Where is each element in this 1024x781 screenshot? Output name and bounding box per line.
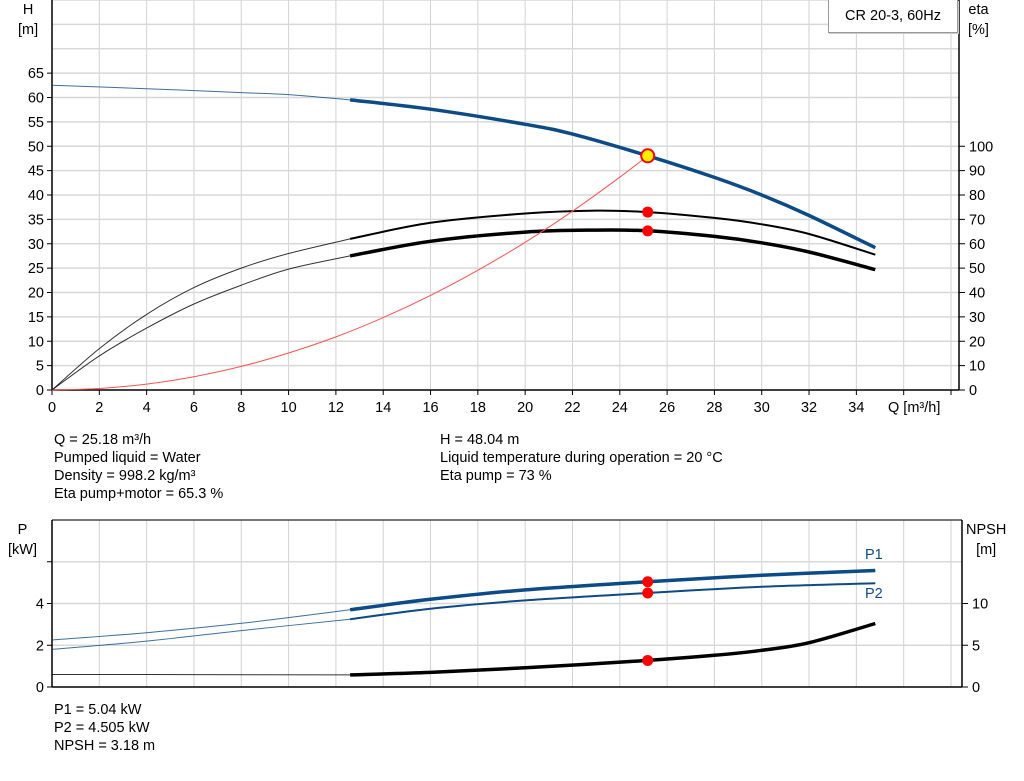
results-left: Q = 25.18 m³/h Pumped liquid = Water Den…: [54, 431, 223, 503]
result-npsh: NPSH = 3.18 m: [54, 738, 156, 754]
p-axis-unit: [kW]: [8, 542, 37, 558]
top-left-tick-label: 40: [28, 188, 44, 204]
x-tick-label: 2: [95, 400, 103, 416]
x-tick-label: 10: [281, 400, 297, 416]
bottom-left-tick-label: 0: [36, 680, 44, 696]
npsh-axis-title: NPSH [m]: [966, 520, 1006, 560]
top-right-tick-label: 30: [969, 310, 985, 326]
top-left-tick-label: 10: [28, 334, 44, 350]
npsh-axis-unit: [m]: [976, 542, 997, 558]
top-right-tick-label: 40: [969, 286, 985, 302]
eta-pump-motor-duty-point: [642, 225, 654, 237]
x-tick-label: 18: [470, 400, 486, 416]
top-left-tick-label: 45: [28, 164, 44, 180]
top-right-tick-label: 90: [969, 164, 985, 180]
x-tick-label: 14: [375, 400, 391, 416]
x-tick-label: 32: [801, 400, 817, 416]
eta-pump-motor-curve-thin: [51, 255, 351, 391]
p1-duty-point: [642, 576, 654, 588]
h-axis-label: H: [22, 2, 34, 18]
x-tick-label: 12: [328, 400, 344, 416]
result-temperature: Liquid temperature during operation = 20…: [440, 450, 723, 466]
bottom-right-tick-label: 0: [972, 680, 980, 696]
top-right-tick-label: 20: [969, 334, 985, 350]
h-axis-title: H [m]: [18, 0, 38, 40]
x-tick-label: 6: [190, 400, 198, 416]
top-right-tick-label: 10: [969, 359, 985, 375]
eta-pump-motor-curve-thick: [349, 228, 876, 272]
P1-curve-thin: [51, 609, 351, 641]
results-right: H = 48.04 m Liquid temperature during op…: [440, 431, 723, 485]
x-tick-label: 8: [237, 400, 245, 416]
top-right-tick-label: 0: [969, 383, 977, 399]
result-eta-pump: Eta pump = 73 %: [440, 468, 552, 484]
result-h: H = 48.04 m: [440, 432, 520, 448]
x-tick-label: 34: [848, 400, 864, 416]
p2-series-label: P2: [865, 586, 883, 602]
q-axis-label: Q [m³/h]: [888, 400, 941, 416]
npsh-axis-label: NPSH: [966, 522, 1007, 538]
result-p1: P1 = 5.04 kW: [54, 702, 142, 718]
top-left-tick-label: 25: [28, 261, 44, 277]
result-eta-pump-motor: Eta pump+motor = 65.3 %: [54, 486, 224, 502]
P1-curve-thick: [349, 568, 876, 612]
x-tick-label: 4: [143, 400, 151, 416]
p1-series-label: P1: [865, 547, 883, 563]
eta-axis-unit: [%]: [968, 22, 989, 38]
result-q: Q = 25.18 m³/h: [54, 432, 152, 448]
P2-curve-thin: [51, 618, 351, 650]
NPSH-curve-thick: [350, 621, 876, 677]
results-bottom: P1 = 5.04 kW P2 = 4.505 kW NPSH = 3.18 m: [54, 701, 155, 755]
top-right-tick-label: 60: [969, 237, 985, 253]
bottom-left-tick-label: 4: [36, 597, 44, 613]
top-left-tick-label: 30: [28, 237, 44, 253]
top-left-tick-label: 20: [28, 286, 44, 302]
x-tick-label: 22: [564, 400, 580, 416]
top-left-tick-label: 0: [36, 383, 44, 399]
top-left-tick-label: 65: [28, 66, 44, 82]
eta-axis-title: eta [%]: [968, 0, 989, 40]
top-right-tick-label: 70: [969, 212, 985, 228]
H-curve-thin: [51, 84, 351, 101]
eta-pump-curve-thin: [51, 238, 351, 391]
result-liquid: Pumped liquid = Water: [54, 450, 201, 466]
result-p2: P2 = 4.505 kW: [54, 720, 150, 736]
duty-point-marker: [640, 148, 656, 164]
x-tick-label: 30: [754, 400, 770, 416]
top-left-tick-label: 5: [36, 359, 44, 375]
x-tick-label: 28: [706, 400, 722, 416]
x-tick-label: 20: [517, 400, 533, 416]
x-tick-label: 26: [659, 400, 675, 416]
top-left-tick-label: 60: [28, 91, 44, 107]
p-axis-label: P: [17, 522, 28, 538]
top-right-tick-label: 80: [969, 188, 985, 204]
npsh-duty-point: [642, 654, 654, 666]
p-axis-title: P [kW]: [8, 520, 37, 560]
top-right-tick-label: 50: [969, 261, 985, 277]
x-tick-label: 0: [48, 400, 56, 416]
h-axis-unit: [m]: [18, 22, 39, 38]
bottom-right-tick-label: 5: [972, 638, 980, 654]
bottom-right-tick-label: 10: [972, 597, 988, 613]
p2-duty-point: [642, 587, 654, 599]
result-density: Density = 998.2 kg/m³: [54, 468, 196, 484]
eta-axis-label: eta: [968, 2, 989, 18]
bottom-left-tick-label: 2: [36, 638, 44, 654]
top-left-tick-label: 15: [28, 310, 44, 326]
top-left-tick-label: 50: [28, 139, 44, 155]
legend-pump-model: CR 20-3, 60Hz: [828, 0, 958, 33]
top-left-tick-label: 35: [28, 212, 44, 228]
system-curve-curve-thin: [51, 155, 649, 391]
top-right-tick-label: 100: [969, 139, 993, 155]
x-tick-label: 24: [612, 400, 628, 416]
P2-curve-thick: [349, 582, 876, 621]
eta-pump-duty-point: [642, 206, 654, 218]
x-tick-label: 16: [422, 400, 438, 416]
top-left-tick-label: 55: [28, 115, 44, 131]
